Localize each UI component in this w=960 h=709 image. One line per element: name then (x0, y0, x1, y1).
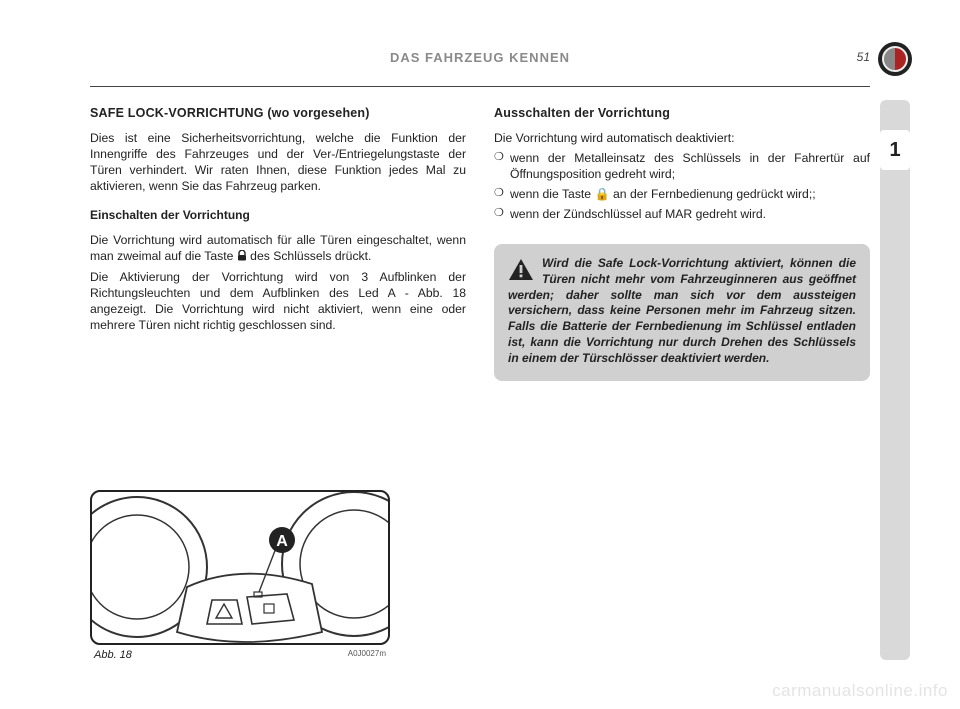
warning-text: Wird die Safe Lock-Vorrichtung aktiviert… (508, 256, 856, 365)
watermark: carmanualsonline.info (772, 681, 948, 701)
brand-logo (878, 42, 912, 76)
left-p2-part-b: des Schlüssels drückt. (247, 249, 372, 263)
right-paragraph-1: Die Vorrichtung wird automatisch deaktiv… (494, 130, 870, 146)
figure-caption-row: Abb. 18 A0J0027m (90, 649, 390, 661)
right-column: Ausschalten der Vorrichtung Die Vorricht… (494, 105, 870, 381)
page-content: DAS FAHRZEUG KENNEN 51 SAFE LOCK-VORRICH… (90, 50, 870, 381)
warning-box: Wird die Safe Lock-Vorrichtung aktiviert… (494, 244, 870, 381)
left-heading-1: SAFE LOCK-VORRICHTUNG (wo vorgesehen) (90, 105, 466, 122)
figure-caption: Abb. 18 (94, 649, 132, 661)
chapter-number: 1 (880, 130, 910, 170)
bullet-item: wenn der Metalleinsatz des Schlüssels in… (494, 150, 870, 182)
brand-logo-inner (882, 46, 908, 72)
columns: SAFE LOCK-VORRICHTUNG (wo vorgesehen) Di… (90, 105, 870, 381)
figure-code: A0J0027m (348, 649, 386, 661)
figure-frame: A (90, 490, 390, 645)
left-heading-2: Einschalten der Vorrichtung (90, 208, 466, 224)
page-number: 51 (857, 50, 870, 64)
side-tab (880, 100, 910, 660)
figure-callout-label: A (276, 533, 288, 550)
figure-block: A Abb. 18 A0J0027m (90, 490, 390, 661)
bullet-item: wenn der Zündschlüssel auf MAR gedreht w… (494, 206, 870, 222)
header-rule (90, 86, 870, 87)
left-paragraph-1: Dies ist eine Sicherheitsvorrichtung, we… (90, 130, 466, 194)
lock-icon (237, 249, 247, 265)
right-heading-1: Ausschalten der Vorrichtung (494, 105, 870, 122)
figure-svg: A (92, 492, 390, 645)
warning-icon (508, 258, 534, 287)
page-header: DAS FAHRZEUG KENNEN 51 (90, 50, 870, 80)
header-title: DAS FAHRZEUG KENNEN (90, 50, 870, 65)
left-paragraph-3: Die Aktivierung der Vorrichtung wird von… (90, 269, 466, 333)
bullet-item: wenn die Taste 🔒 an der Fernbedienung ge… (494, 186, 870, 202)
left-column: SAFE LOCK-VORRICHTUNG (wo vorgesehen) Di… (90, 105, 466, 381)
right-bullet-list: wenn der Metalleinsatz des Schlüssels in… (494, 150, 870, 222)
left-paragraph-2: Die Vorrichtung wird automatisch für all… (90, 232, 466, 265)
